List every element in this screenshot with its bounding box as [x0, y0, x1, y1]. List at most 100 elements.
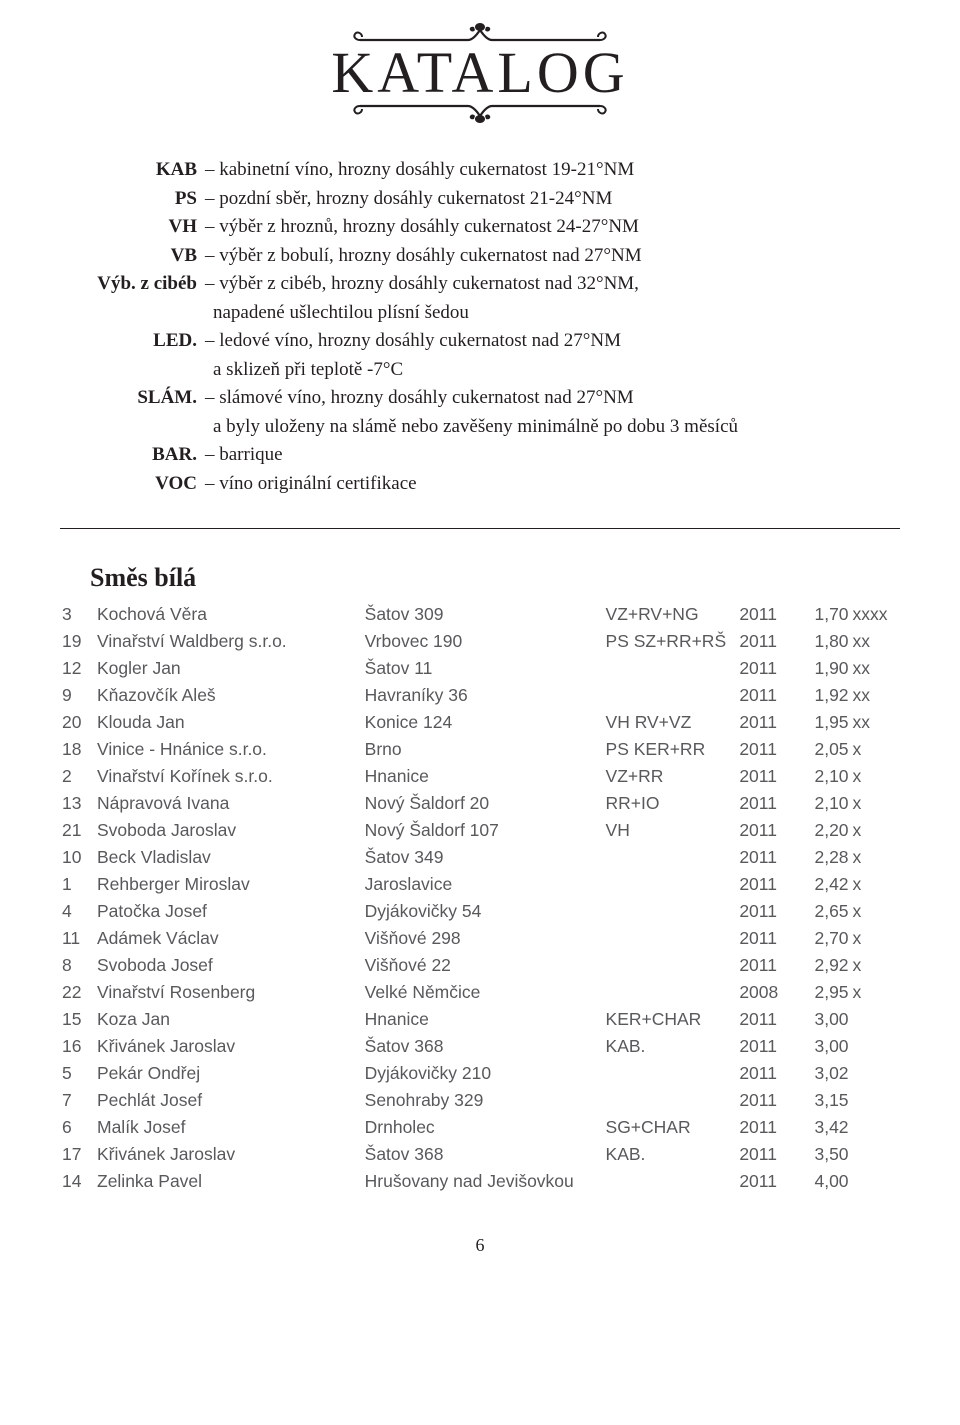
wine-table: 3Kochová VěraŠatov 309VZ+RV+NG20111,70xx…	[60, 601, 900, 1195]
cell-year: 2011	[737, 682, 799, 709]
cell-name: Beck Vladislav	[95, 844, 363, 871]
cell-score: 3,02	[799, 1060, 850, 1087]
definition-continuation: a sklizeň při teplotě -7°C	[213, 356, 900, 384]
cell-name: Vinařství Kořínek s.r.o.	[95, 763, 363, 790]
cell-name: Pekár Ondřej	[95, 1060, 363, 1087]
cell-mark	[851, 1087, 900, 1114]
cell-score: 2,10	[799, 790, 850, 817]
cell-number: 5	[60, 1060, 95, 1087]
section-title: Směs bílá	[90, 563, 900, 593]
cell-mark: xx	[851, 709, 900, 736]
table-row: 3Kochová VěraŠatov 309VZ+RV+NG20111,70xx…	[60, 601, 900, 628]
table-row: 7Pechlát JosefSenohraby 32920113,15	[60, 1087, 900, 1114]
table-row: 8Svoboda JosefVišňové 2220112,92x	[60, 952, 900, 979]
cell-name: Kochová Věra	[95, 601, 363, 628]
table-row: 9Kňazovčík AlešHavraníky 3620111,92xx	[60, 682, 900, 709]
cell-location: Šatov 349	[363, 844, 604, 871]
cell-score: 2,20	[799, 817, 850, 844]
definition-row: VOC– víno originální certifikace	[80, 470, 900, 498]
cell-mark: xx	[851, 628, 900, 655]
cell-mark: x	[851, 871, 900, 898]
definition-row: LED.– ledové víno, hrozny dosáhly cukern…	[80, 327, 900, 355]
divider	[60, 528, 900, 529]
cell-score: 1,95	[799, 709, 850, 736]
cell-score: 2,10	[799, 763, 850, 790]
cell-score: 3,42	[799, 1114, 850, 1141]
cell-type	[604, 979, 738, 1006]
page-number: 6	[60, 1235, 900, 1256]
cell-location: Hnanice	[363, 763, 604, 790]
cell-number: 18	[60, 736, 95, 763]
cell-number: 16	[60, 1033, 95, 1060]
cell-year: 2011	[737, 709, 799, 736]
cell-type	[604, 682, 738, 709]
cell-name: Patočka Josef	[95, 898, 363, 925]
cell-score: 1,90	[799, 655, 850, 682]
cell-mark: x	[851, 763, 900, 790]
definition-text: – slámové víno, hrozny dosáhly cukernato…	[205, 384, 900, 412]
cell-type	[604, 844, 738, 871]
cell-type: KAB.	[604, 1033, 738, 1060]
cell-name: Adámek Václav	[95, 925, 363, 952]
cell-year: 2011	[737, 1006, 799, 1033]
cell-name: Rehberger Miroslav	[95, 871, 363, 898]
cell-location: Brno	[363, 736, 604, 763]
definition-text: – barrique	[205, 441, 900, 469]
cell-name: Pechlát Josef	[95, 1087, 363, 1114]
cell-score: 2,05	[799, 736, 850, 763]
definition-continuation: napadené ušlechtilou plísní šedou	[213, 299, 900, 327]
cell-number: 3	[60, 601, 95, 628]
cell-year: 2011	[737, 952, 799, 979]
cell-year: 2011	[737, 925, 799, 952]
cell-year: 2011	[737, 628, 799, 655]
cell-number: 8	[60, 952, 95, 979]
table-row: 12Kogler JanŠatov 1120111,90xx	[60, 655, 900, 682]
cell-score: 3,00	[799, 1033, 850, 1060]
cell-type	[604, 1060, 738, 1087]
cell-year: 2011	[737, 898, 799, 925]
definition-row: VB– výběr z bobulí, hrozny dosáhly cuker…	[80, 242, 900, 270]
cell-number: 15	[60, 1006, 95, 1033]
cell-location: Drnholec	[363, 1114, 604, 1141]
cell-name: Kňazovčík Aleš	[95, 682, 363, 709]
cell-location: Jaroslavice	[363, 871, 604, 898]
cell-mark: xx	[851, 682, 900, 709]
table-row: 21Svoboda JaroslavNový Šaldorf 107VH2011…	[60, 817, 900, 844]
cell-type: SG+CHAR	[604, 1114, 738, 1141]
definition-text: – výběr z bobulí, hrozny dosáhly cukerna…	[205, 242, 900, 270]
table-row: 17Křivánek JaroslavŠatov 368KAB.20113,50	[60, 1141, 900, 1168]
cell-number: 10	[60, 844, 95, 871]
cell-name: Nápravová Ivana	[95, 790, 363, 817]
ornament-bottom-icon	[60, 98, 900, 126]
cell-name: Kogler Jan	[95, 655, 363, 682]
cell-year: 2011	[737, 1114, 799, 1141]
cell-type: VH RV+VZ	[604, 709, 738, 736]
cell-type	[604, 655, 738, 682]
cell-type: KAB.	[604, 1141, 738, 1168]
table-row: 10Beck VladislavŠatov 34920112,28x	[60, 844, 900, 871]
page-header: KATALOG	[60, 20, 900, 126]
cell-type	[604, 871, 738, 898]
definition-abbr: VOC	[80, 470, 205, 498]
table-row: 18Vinice - Hnánice s.r.o.BrnoPS KER+RR20…	[60, 736, 900, 763]
cell-score: 2,95	[799, 979, 850, 1006]
definition-abbr: BAR.	[80, 441, 205, 469]
definition-text: – výběr z cibéb, hrozny dosáhly cukernat…	[205, 270, 900, 298]
cell-number: 2	[60, 763, 95, 790]
cell-name: Křivánek Jaroslav	[95, 1141, 363, 1168]
table-row: 14Zelinka PavelHrušovany nad Jevišovkou2…	[60, 1168, 900, 1195]
cell-type	[604, 925, 738, 952]
cell-year: 2011	[737, 601, 799, 628]
cell-mark: xx	[851, 655, 900, 682]
cell-number: 12	[60, 655, 95, 682]
table-row: 4Patočka JosefDyjákovičky 5420112,65x	[60, 898, 900, 925]
cell-location: Havraníky 36	[363, 682, 604, 709]
cell-type: VH	[604, 817, 738, 844]
cell-number: 21	[60, 817, 95, 844]
definition-row: SLÁM.– slámové víno, hrozny dosáhly cuke…	[80, 384, 900, 412]
cell-mark: x	[851, 817, 900, 844]
cell-number: 17	[60, 1141, 95, 1168]
cell-name: Zelinka Pavel	[95, 1168, 363, 1195]
definition-abbr: PS	[80, 185, 205, 213]
cell-year: 2011	[737, 763, 799, 790]
